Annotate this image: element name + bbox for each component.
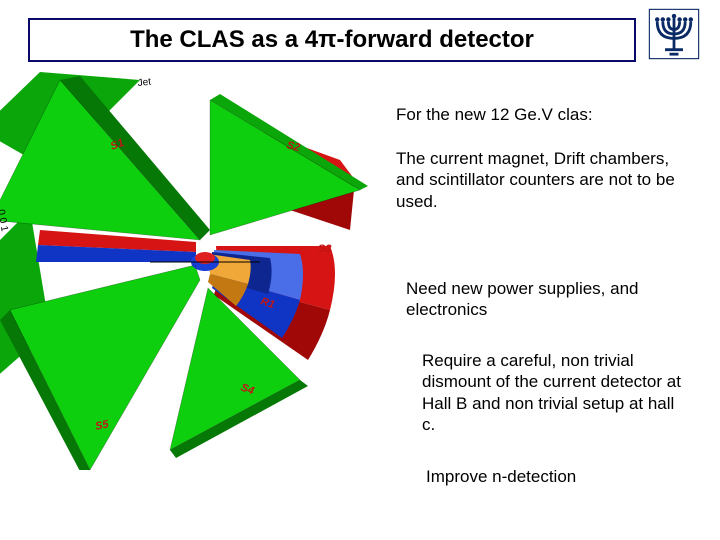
institution-logo-icon (646, 6, 702, 62)
paragraph-dismount: Require a careful, non trivial dismount … (422, 350, 682, 435)
detector-diagram: S1 S2 S3 S4 S5 R1 Jet 0 0 1 (0, 70, 380, 470)
svg-text:S3: S3 (318, 243, 331, 255)
paragraph-n-detection: Improve n-detection (426, 466, 686, 487)
title-box: The CLAS as a 4π-forward detector (28, 18, 636, 62)
intro-line: For the new 12 Ge.V clas: (396, 104, 696, 125)
paragraph-current-magnet: The current magnet, Drift chambers, and … (396, 148, 696, 212)
page-title: The CLAS as a 4π-forward detector (130, 26, 534, 54)
svg-text:Jet: Jet (137, 77, 152, 89)
paragraph-power-supplies: Need new power supplies, and electronics (406, 278, 686, 321)
